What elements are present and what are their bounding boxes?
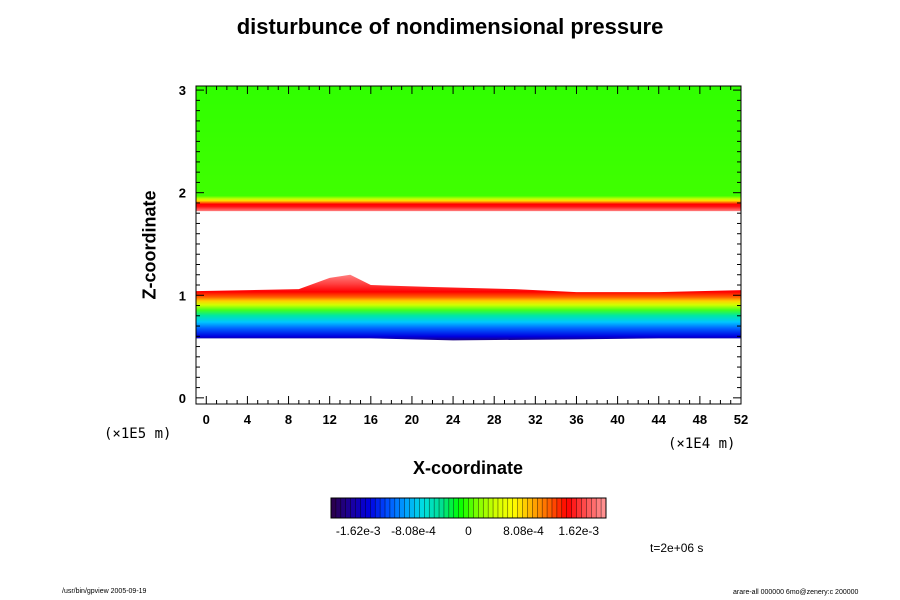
x-tick-label: 48 [693, 412, 707, 427]
colorbar-cell [434, 498, 440, 518]
colorbar-cell [355, 498, 361, 518]
colorbar-cell [360, 498, 366, 518]
colorbar-tick-label: 0 [465, 524, 472, 538]
colorbar-cell [331, 498, 337, 518]
colorbar-cell [483, 498, 489, 518]
colorbar-cell [375, 498, 381, 518]
colorbar-cell [571, 498, 577, 518]
colorbar-tick-label: -8.08e-4 [391, 524, 436, 538]
x-tick-label: 20 [405, 412, 419, 427]
colorbar-cell [365, 498, 371, 518]
x-tick-label: 12 [322, 412, 336, 427]
colorbar-cell [448, 498, 455, 518]
x-tick-label: 32 [528, 412, 542, 427]
colorbar-cell [497, 498, 504, 518]
colorbar-cell [370, 498, 376, 518]
colorbar-cell [399, 498, 405, 518]
footer-right: arare-all 000000 6mo@zenery:c 200000 [733, 589, 859, 596]
y-tick-label: 3 [179, 83, 186, 98]
x-tick-label: 52 [734, 412, 748, 427]
colorbar-cell [443, 498, 450, 518]
upper-green-region [196, 86, 741, 199]
colorbar-cell [350, 498, 356, 518]
colorbar-cell [542, 498, 548, 518]
colorbar-cell [380, 498, 386, 518]
colorbar-cell [507, 498, 513, 518]
colorbar-cell [517, 498, 523, 518]
colorbar-cell [493, 498, 499, 518]
colorbar-frame [330, 497, 607, 519]
colorbar-cell [424, 498, 430, 518]
time-label: t=2e+06 s [650, 541, 704, 555]
colorbar-cell [547, 498, 553, 518]
colorbar-cell [458, 498, 464, 518]
colorbar-cell [488, 498, 494, 518]
colorbar-cell [556, 498, 563, 518]
colorbar-cell [419, 498, 425, 518]
colorbar-cell [340, 498, 347, 518]
y-tick-label: 1 [179, 288, 186, 303]
lower-color-band [196, 274, 741, 341]
x-tick-label: 16 [364, 412, 378, 427]
x-tick-label: 4 [244, 412, 252, 427]
colorbar-cell [581, 498, 587, 518]
x-axis-label: X-coordinate [412, 458, 524, 478]
y-axis-unit: (×1E5 m) [104, 426, 172, 442]
colorbar-cell [345, 498, 351, 518]
colorbar-cell [429, 498, 435, 518]
colorbar-cell [576, 498, 582, 518]
colorbar-cell [478, 498, 484, 518]
upper-red-band [196, 195, 741, 212]
x-tick-label: 0 [203, 412, 210, 427]
colorbar-cell [527, 498, 533, 518]
colorbar-cell [586, 498, 592, 518]
colorbar-cell [561, 498, 568, 518]
x-tick-label: 8 [285, 412, 292, 427]
colorbar-cell [512, 498, 518, 518]
colorbar-cell [414, 498, 420, 518]
colorbar-cell [566, 498, 572, 518]
plot-frame [195, 85, 742, 405]
x-tick-label: 24 [446, 412, 461, 427]
colorbar-cell [473, 498, 479, 518]
colorbar-cell [601, 498, 607, 518]
colorbar-cell [439, 498, 445, 518]
colorbar-cell [453, 498, 459, 518]
colorbar-cell [409, 498, 415, 518]
colorbar-cell [468, 498, 474, 518]
colorbar-cell [389, 498, 396, 518]
y-tick-label: 0 [179, 391, 186, 406]
x-tick-label: 36 [569, 412, 583, 427]
colorbar-cell [394, 498, 401, 518]
x-tick-label: 28 [487, 412, 501, 427]
colorbar-cell [522, 498, 528, 518]
colorbar-tick-label: 8.08e-4 [503, 524, 544, 538]
x-tick-label: 40 [610, 412, 624, 427]
colorbar-cell [502, 498, 509, 518]
chart-title: disturbunce of nondimensional pressure [236, 14, 664, 39]
colorbar-cell [596, 498, 602, 518]
colorbar-cell [463, 498, 469, 518]
x-tick-label: 44 [652, 412, 667, 427]
colorbar-cell [335, 498, 342, 518]
footer-left: /usr/bin/gpview 2005-09-19 [62, 588, 147, 595]
colorbar-cell [404, 498, 410, 518]
colorbar-cell [537, 498, 543, 518]
colorbar-tick-label: 1.62e-3 [558, 524, 599, 538]
colorbar-cell [385, 498, 391, 518]
colorbar-cell [551, 498, 558, 518]
colorbar-cell [532, 498, 538, 518]
y-tick-label: 2 [179, 186, 186, 201]
colorbar-tick-label: -1.62e-3 [336, 524, 381, 538]
colorbar-cell [591, 498, 597, 518]
x-axis-unit: (×1E4 m) [668, 436, 736, 452]
